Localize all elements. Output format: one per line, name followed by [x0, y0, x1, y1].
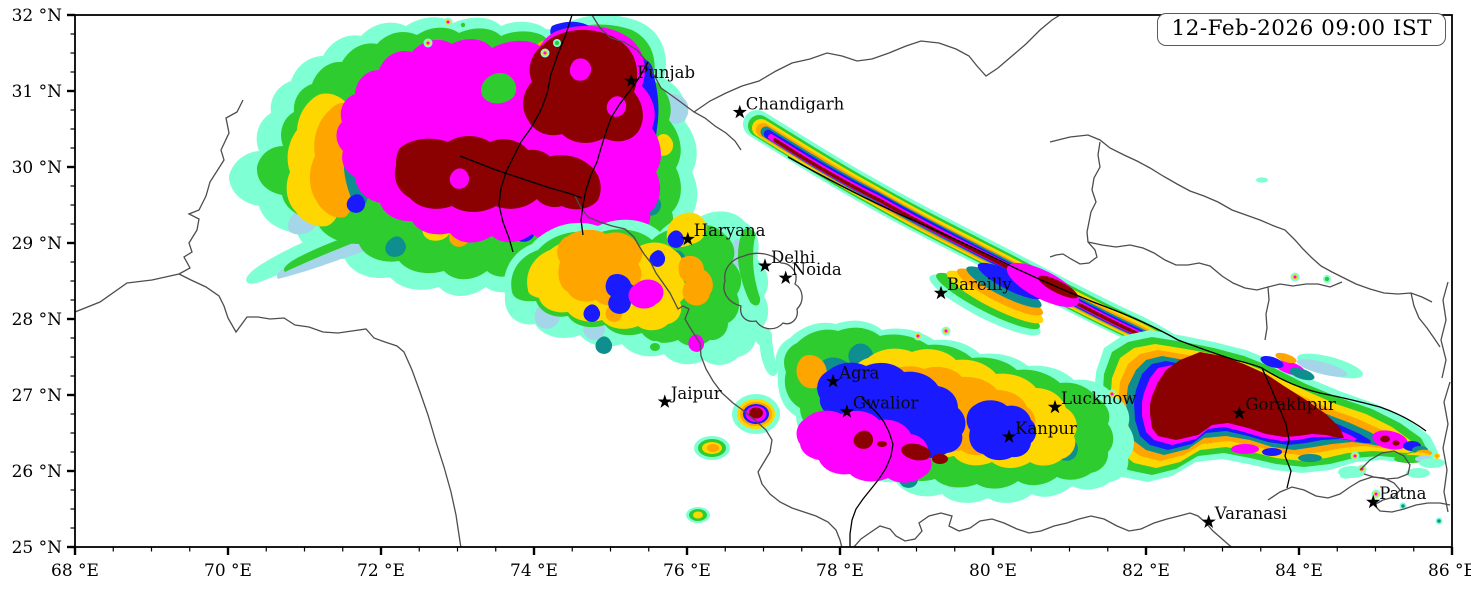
city-star-icon: [624, 73, 639, 88]
rain-speckle: [1340, 473, 1352, 479]
city-label: Patna: [1379, 484, 1426, 503]
city-marker-haryana: Haryana: [680, 221, 766, 246]
rain-band-bulge: [929, 262, 1080, 336]
rain-speckle: [682, 7, 690, 15]
city-label: Bareilly: [947, 275, 1012, 294]
city-star-icon: [657, 394, 672, 408]
city-label: Delhi: [771, 248, 815, 267]
rain-speckle: [1434, 453, 1440, 459]
x-tick-label: 70 °E: [204, 561, 252, 581]
y-tick-label: 32 °N: [12, 6, 63, 26]
rain-mass-east: [1093, 330, 1445, 482]
city-star-icon: [680, 231, 695, 246]
country-borders: [459, 15, 1427, 547]
state-borders: [75, 15, 1451, 547]
precipitation-contours: [75, 7, 1451, 547]
rain-area-delhi-lobe: [503, 211, 778, 376]
city-label: Agra: [838, 363, 879, 382]
rain-speckle: [459, 21, 467, 29]
city-star-icon: [1047, 399, 1063, 414]
rain-speckle: [1357, 464, 1367, 474]
city-marker-noida: Noida: [778, 260, 842, 284]
rain-speckle: [1435, 517, 1443, 525]
rain-speckle: [1350, 451, 1360, 461]
city-label: Lucknow: [1061, 389, 1137, 408]
rain-speckle: [1399, 502, 1407, 510]
city-marker-gorakhpur: Gorakhpur: [1232, 395, 1336, 420]
city-star-icon: [839, 404, 854, 418]
x-tick-label: 84 °E: [1275, 561, 1323, 581]
rain-speckle: [443, 17, 453, 27]
city-marker-varanasi: Varanasi: [1201, 504, 1287, 528]
x-tick-label: 80 °E: [969, 561, 1017, 581]
x-tick-label: 78 °E: [816, 561, 864, 581]
city-marker-gwalior: Gwalior: [839, 394, 919, 418]
city-marker-jaipur: Jaipur: [657, 384, 722, 408]
rain-speckle: [941, 326, 951, 336]
y-tick-label: 31 °N: [12, 82, 63, 102]
city-label: Punjab: [637, 63, 695, 82]
y-tick-label: 28 °N: [12, 310, 63, 330]
x-tick-label: 76 °E: [663, 561, 711, 581]
city-marker-bareilly: Bareilly: [933, 275, 1012, 300]
rain-speckle: [1107, 389, 1117, 399]
city-star-icon: [757, 258, 773, 272]
x-tick-label: 74 °E: [510, 561, 558, 581]
y-tick-label: 29 °N: [12, 234, 63, 254]
city-label: Varanasi: [1214, 504, 1287, 523]
city-label: Gwalior: [853, 394, 919, 413]
rain-area-central: [647, 320, 1134, 523]
x-tick-label: 72 °E: [357, 561, 405, 581]
y-tick-label: 27 °N: [12, 386, 63, 406]
rain-speckle: [1290, 272, 1300, 282]
city-label: Jaipur: [669, 384, 722, 403]
rain-speckle: [423, 38, 433, 48]
city-star-icon: [933, 285, 949, 300]
city-marker-kanpur: Kanpur: [1001, 419, 1077, 443]
x-tick-label: 68 °E: [51, 561, 99, 581]
city-star-icon: [826, 373, 841, 388]
city-star-icon: [1366, 494, 1381, 509]
city-marker-patna: Patna: [1366, 484, 1427, 509]
city-star-icon: [778, 270, 793, 284]
axes: 68 °E 70 °E 72 °E 74 °E 76 °E 78 °E 80 °E 82 °E…: [12, 6, 1471, 581]
y-tick-label: 25 °N: [12, 538, 63, 558]
city-label: Noida: [792, 260, 842, 279]
rain-speckle: [913, 331, 923, 341]
x-tick-label: 82 °E: [1122, 561, 1170, 581]
rain-speckle: [540, 48, 550, 58]
city-star-icon: [1201, 514, 1216, 528]
x-tick-label: 86 °E: [1428, 561, 1471, 581]
city-label: Gorakhpur: [1245, 395, 1336, 414]
city-label: Haryana: [694, 221, 766, 240]
city-marker-lucknow: Lucknow: [1047, 389, 1137, 414]
city-marker-chandigarh: Chandigarh: [732, 94, 845, 119]
rain-speckle: [1256, 177, 1268, 183]
y-tick-label: 26 °N: [12, 462, 63, 482]
timestamp-badge: 12-Feb-2026 09:00 IST: [1157, 13, 1446, 46]
city-marker-agra: Agra: [826, 363, 879, 388]
rain-speckles: [423, 7, 1443, 525]
city-label: Chandigarh: [746, 94, 845, 113]
rain-speckle: [1323, 275, 1331, 283]
city-marker-punjab: Punjab: [624, 63, 695, 88]
city-star-icon: [1232, 405, 1247, 420]
city-star-icon: [1001, 429, 1017, 443]
city-marker-delhi: Delhi: [757, 248, 815, 272]
rain-speckle: [553, 39, 561, 47]
y-tick-label: 30 °N: [12, 158, 63, 178]
city-label: Kanpur: [1015, 419, 1077, 438]
city-star-icon: [732, 104, 747, 119]
rain-speckle: [1371, 489, 1381, 499]
